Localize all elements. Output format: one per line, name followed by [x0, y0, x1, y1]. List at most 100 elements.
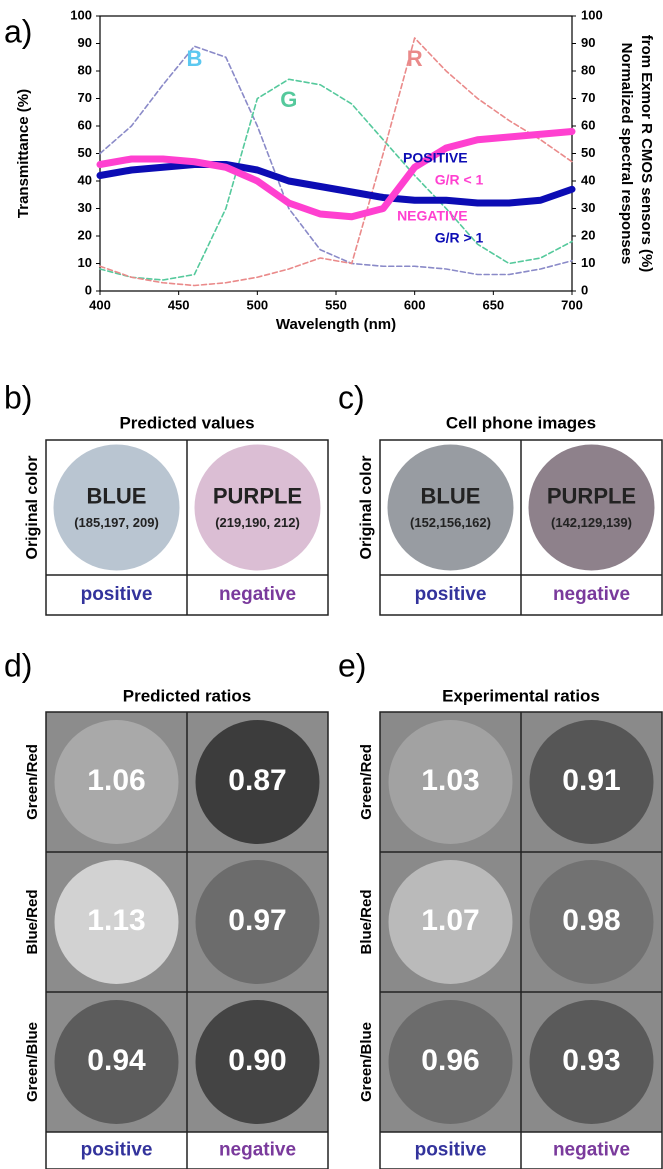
column-label: positive	[415, 1140, 487, 1161]
annotation: G/R < 1	[435, 172, 484, 188]
y-tick-label: 10	[78, 255, 92, 270]
y2-tick-label: 60	[581, 117, 595, 132]
ratio-swatch	[195, 720, 320, 844]
y-tick-label: 70	[78, 90, 92, 105]
series-label: G	[280, 87, 297, 112]
column-label: negative	[219, 584, 296, 605]
color-name: BLUE	[87, 483, 147, 508]
ratio-swatch	[388, 860, 513, 984]
x-tick-label: 450	[168, 297, 190, 312]
rgb-value: (152,156,162)	[410, 515, 491, 530]
ratio-swatch	[54, 720, 179, 844]
row-label: Original color	[358, 455, 375, 559]
series-label: NEGATIVE	[397, 207, 468, 223]
y-tick-label: 100	[70, 7, 92, 22]
ratio-value: 1.13	[87, 904, 145, 937]
x-tick-label: 400	[89, 297, 111, 312]
y-axis-label: Transmittance (%)	[15, 89, 32, 218]
ratio-value: 0.91	[562, 764, 620, 797]
panel-title: Predicted values	[119, 413, 254, 432]
y-tick-label: 40	[78, 172, 92, 187]
ratio-value: 0.97	[228, 904, 286, 937]
panel-label: b)	[4, 379, 32, 415]
ratio-value: 1.06	[87, 764, 145, 797]
ratio-value: 0.87	[228, 764, 286, 797]
row-label: Blue/Red	[24, 889, 41, 954]
y2-tick-label: 10	[581, 255, 595, 270]
y-tick-label: 0	[85, 282, 92, 297]
color-name: PURPLE	[547, 483, 636, 508]
column-label: positive	[81, 1140, 153, 1161]
column-label: positive	[415, 584, 487, 605]
series-line	[99, 45, 573, 276]
ratio-swatch	[388, 720, 513, 844]
x-tick-label: 500	[246, 297, 268, 312]
ratio-value: 0.94	[87, 1044, 146, 1077]
ratio-swatch	[388, 1000, 513, 1124]
x-tick-label: 600	[404, 297, 426, 312]
column-label: positive	[81, 584, 153, 605]
ratio-value: 1.03	[421, 764, 479, 797]
x-tick-label: 650	[482, 297, 504, 312]
series-line	[99, 78, 573, 281]
y2-tick-label: 70	[581, 90, 595, 105]
column-label: negative	[553, 1140, 630, 1161]
rgb-value: (185,197, 209)	[74, 515, 159, 530]
y2-tick-label: 40	[581, 172, 595, 187]
y2-axis-label: from Exmor R CMOS sensors (%)	[638, 35, 655, 273]
y-tick-label: 20	[78, 227, 92, 242]
y-tick-label: 80	[78, 62, 92, 77]
y2-tick-label: 0	[581, 282, 588, 297]
y-tick-label: 90	[78, 35, 92, 50]
panel-title: Predicted ratios	[123, 686, 252, 705]
y2-tick-label: 50	[581, 145, 595, 160]
column-label: negative	[553, 584, 630, 605]
rgb-value: (142,129,139)	[551, 515, 632, 530]
ratio-value: 0.93	[562, 1044, 620, 1077]
row-label: Green/Blue	[24, 1022, 41, 1102]
ratio-swatch	[54, 860, 179, 984]
ratio-swatch	[195, 860, 320, 984]
row-label: Original color	[24, 455, 41, 559]
ratio-swatch	[529, 860, 654, 984]
color-name: BLUE	[421, 483, 481, 508]
ratio-swatch	[54, 1000, 179, 1124]
series-label: POSITIVE	[403, 150, 468, 166]
series-label: R	[407, 46, 423, 71]
ratio-value: 1.07	[421, 904, 479, 937]
rgb-value: (219,190, 212)	[215, 515, 300, 530]
x-tick-label: 700	[561, 297, 583, 312]
color-swatch	[194, 444, 321, 571]
y-tick-label: 60	[78, 117, 92, 132]
panel-label: a)	[4, 13, 32, 49]
ratio-swatch	[529, 720, 654, 844]
panel-title: Cell phone images	[446, 413, 596, 432]
y2-tick-label: 90	[581, 35, 595, 50]
y-tick-label: 30	[78, 200, 92, 215]
panel-label: c)	[338, 379, 365, 415]
color-swatch	[53, 444, 180, 571]
y2-tick-label: 100	[581, 7, 603, 22]
panel-label: d)	[4, 647, 32, 683]
panel-label: e)	[338, 647, 366, 683]
row-label: Green/Red	[24, 744, 41, 820]
color-name: PURPLE	[213, 483, 302, 508]
ratio-swatch	[529, 1000, 654, 1124]
y-tick-label: 50	[78, 145, 92, 160]
annotation: G/R > 1	[435, 229, 484, 245]
ratio-value: 0.90	[228, 1044, 286, 1077]
color-swatch	[528, 444, 655, 571]
x-axis-label: Wavelength (nm)	[276, 316, 396, 333]
ratio-swatch	[195, 1000, 320, 1124]
row-label: Green/Blue	[358, 1022, 375, 1102]
column-label: negative	[219, 1140, 296, 1161]
series-line	[99, 37, 573, 287]
series-line	[96, 161, 576, 207]
series-line	[96, 128, 576, 221]
series-label: B	[186, 46, 202, 71]
ratio-value: 0.96	[421, 1044, 479, 1077]
ratio-value: 0.98	[562, 904, 620, 937]
row-label: Blue/Red	[358, 889, 375, 954]
